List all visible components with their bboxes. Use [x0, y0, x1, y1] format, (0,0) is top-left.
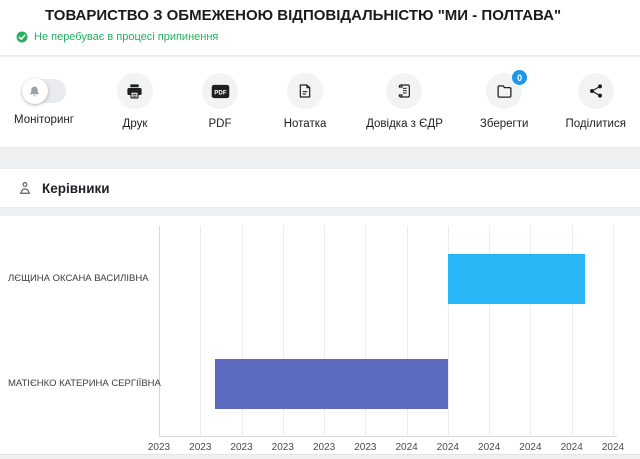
x-tick-label: 2023	[147, 442, 171, 453]
save-button[interactable]: 0 Зберегти	[479, 70, 529, 130]
status-text: Не перебуває в процесі припинення	[34, 31, 219, 43]
toolbar-item-label: Поділитися	[565, 118, 626, 130]
section-header-managers: Керівники	[0, 168, 640, 208]
monitoring-toggle[interactable]	[21, 78, 66, 104]
row-label: ЛЄЩИНА ОКСАНА ВАСИЛІВНА	[8, 272, 149, 284]
toolbar-item-label: Нотатка	[283, 118, 327, 130]
folder-icon	[497, 84, 512, 98]
gridline	[282, 226, 284, 436]
gantt-plot-area: 2023 2023 2023 2023 2023 2023 2024 2024 2024 2024…	[0, 216, 640, 456]
x-tick-label: 2024	[478, 442, 501, 453]
gridline	[200, 226, 202, 436]
x-tick-label: 2024	[436, 442, 459, 453]
pdf-button[interactable]: PDF PDF	[196, 73, 244, 130]
x-tick-label: 2023	[271, 442, 294, 453]
share-icon	[589, 84, 602, 98]
svg-text:PDF: PDF	[214, 89, 227, 96]
saved-count-badge: 0	[512, 70, 528, 85]
pdf-icon: PDF	[211, 84, 229, 98]
check-circle-icon	[16, 31, 28, 43]
toolbar-item-label: PDF	[208, 118, 232, 130]
x-tick-label: 2024	[395, 442, 418, 453]
gridline	[530, 226, 532, 436]
toolbar-item-label: Друк	[122, 118, 148, 130]
gantt-bar[interactable]	[215, 358, 448, 409]
monitoring-toggle-button[interactable]: Моніторинг	[14, 73, 74, 126]
gridline	[447, 226, 449, 436]
x-tick-label: 2024	[601, 442, 625, 453]
gridline	[241, 226, 243, 436]
x-tick-label: 2023	[312, 442, 336, 453]
toolbar-item-label: Довідка з ЄДР	[366, 118, 443, 130]
note-button[interactable]: Нотатка	[281, 73, 329, 130]
x-axis-line	[159, 436, 617, 437]
gridline	[365, 226, 367, 436]
row-label: МАТІЄНКО КАТЕРИНА СЕРГІЇВНА	[8, 377, 161, 389]
share-button[interactable]: Поділитися	[565, 73, 626, 130]
printer-icon	[127, 83, 143, 98]
gridline	[489, 226, 491, 436]
person-org-icon	[19, 182, 31, 194]
gridline	[159, 226, 160, 436]
edr-certificate-button[interactable]: Довідка з ЄДР	[366, 73, 443, 130]
gantt-bar[interactable]	[447, 253, 585, 304]
x-tick-label: 2024	[519, 442, 542, 453]
bell-icon	[30, 86, 40, 96]
note-icon	[299, 84, 311, 98]
gridline	[571, 226, 573, 436]
toolbar-item-label: Зберегти	[479, 118, 529, 130]
actions-toolbar: Моніторинг Друк PDF PDF	[0, 57, 640, 148]
section-title: Керівники	[42, 180, 110, 196]
gridline	[612, 226, 614, 436]
x-tick-label: 2024	[560, 442, 583, 453]
company-status: Не перебуває в процесі припинення	[16, 31, 218, 43]
page-title: ТОВАРИСТВО З ОБМЕЖЕНОЮ ВІДПОВІДАЛЬНІСТЮ …	[45, 7, 562, 24]
x-tick-label: 2023	[230, 442, 253, 453]
gridline	[324, 226, 326, 436]
managers-timeline-chart: 2023 2023 2023 2023 2023 2023 2024 2024 2024 2024…	[0, 215, 640, 455]
print-button[interactable]: Друк	[111, 73, 159, 130]
gridline	[406, 226, 408, 436]
toolbar-item-label: Моніторинг	[14, 114, 74, 126]
x-tick-label: 2023	[354, 442, 377, 453]
x-tick-label: 2023	[189, 442, 212, 453]
company-header: ТОВАРИСТВО З ОБМЕЖЕНОЮ ВІДПОВІДАЛЬНІСТЮ …	[0, 0, 640, 56]
edr-certificate-icon	[399, 84, 411, 98]
